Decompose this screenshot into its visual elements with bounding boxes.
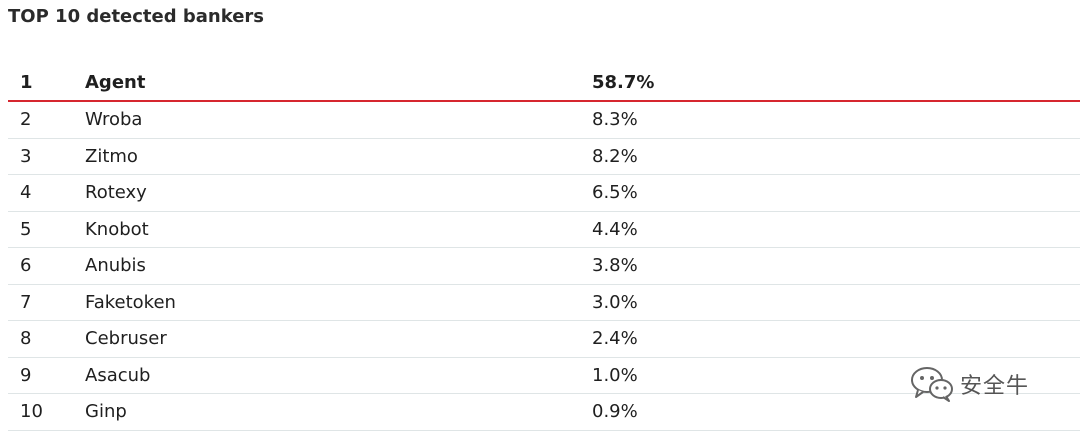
rank-cell: 6 [20, 255, 32, 276]
table-row: 1 Agent 58.7% [8, 66, 1080, 102]
wechat-icon [910, 366, 954, 402]
rank-cell: 3 [20, 145, 32, 167]
name-cell: Ginp [85, 401, 127, 422]
rank-cell: 7 [20, 291, 32, 313]
table-row: 2 Wroba 8.3% [8, 102, 1080, 139]
watermark: 安全牛 [910, 364, 1029, 404]
page-title: TOP 10 detected bankers [8, 6, 265, 27]
percent-cell: 3.0% [592, 291, 638, 313]
rank-cell: 8 [20, 328, 32, 349]
name-cell: Anubis [85, 255, 146, 276]
bankers-table: 1 Agent 58.7% 2 Wroba 8.3% 3 Zitmo 8.2% … [8, 66, 1080, 431]
name-cell: Knobot [85, 218, 149, 240]
table-row: 4 Rotexy 6.5% [8, 175, 1080, 212]
rank-cell: 5 [20, 218, 32, 240]
rank-cell: 2 [20, 109, 32, 130]
percent-cell: 3.8% [592, 255, 638, 276]
percent-cell: 6.5% [592, 182, 638, 203]
table-row: 5 Knobot 4.4% [8, 212, 1080, 248]
percent-cell: 2.4% [592, 328, 638, 349]
percent-cell: 4.4% [592, 218, 638, 240]
table-row: 7 Faketoken 3.0% [8, 285, 1080, 321]
rank-cell: 9 [20, 364, 32, 386]
name-cell: Faketoken [85, 291, 176, 313]
table-row: 9 Asacub 1.0% [8, 358, 1080, 394]
rank-cell: 10 [20, 401, 43, 422]
table-row: 3 Zitmo 8.2% [8, 139, 1080, 175]
percent-cell: 58.7% [592, 72, 655, 93]
name-cell: Cebruser [85, 328, 167, 349]
percent-cell: 1.0% [592, 364, 638, 386]
percent-cell: 0.9% [592, 401, 638, 422]
percent-cell: 8.3% [592, 109, 638, 130]
rank-cell: 1 [20, 72, 33, 93]
name-cell: Rotexy [85, 182, 147, 203]
name-cell: Asacub [85, 364, 151, 386]
name-cell: Zitmo [85, 145, 138, 167]
percent-cell: 8.2% [592, 145, 638, 167]
name-cell: Wroba [85, 109, 143, 130]
table-row: 6 Anubis 3.8% [8, 248, 1080, 285]
rank-cell: 4 [20, 182, 32, 203]
name-cell: Agent [85, 72, 146, 93]
table-row: 8 Cebruser 2.4% [8, 321, 1080, 358]
table-row: 10 Ginp 0.9% [8, 394, 1080, 431]
watermark-text: 安全牛 [960, 374, 1030, 399]
